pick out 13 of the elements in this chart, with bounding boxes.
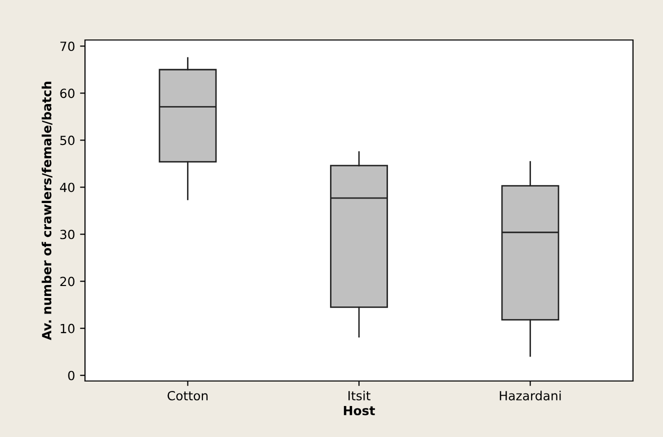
x-tick-label: Cotton [168, 390, 208, 400]
x-tick-label: Itsit [348, 390, 370, 400]
y-axis-title: Av. number of crawlers/female/batch [42, 82, 52, 340]
y-tick-label: 10 [60, 324, 74, 334]
y-tick-label: 30 [60, 230, 74, 240]
x-axis-title: Host [344, 406, 375, 416]
y-tick-label: 70 [60, 42, 74, 52]
y-tick-label: 40 [60, 182, 74, 192]
y-tick-label: 50 [60, 136, 74, 146]
y-tick-label: 20 [60, 276, 74, 286]
y-tick-label: 60 [60, 88, 74, 98]
x-tick-label: Hazardani [500, 390, 561, 400]
y-tick-label: 0 [68, 370, 74, 380]
